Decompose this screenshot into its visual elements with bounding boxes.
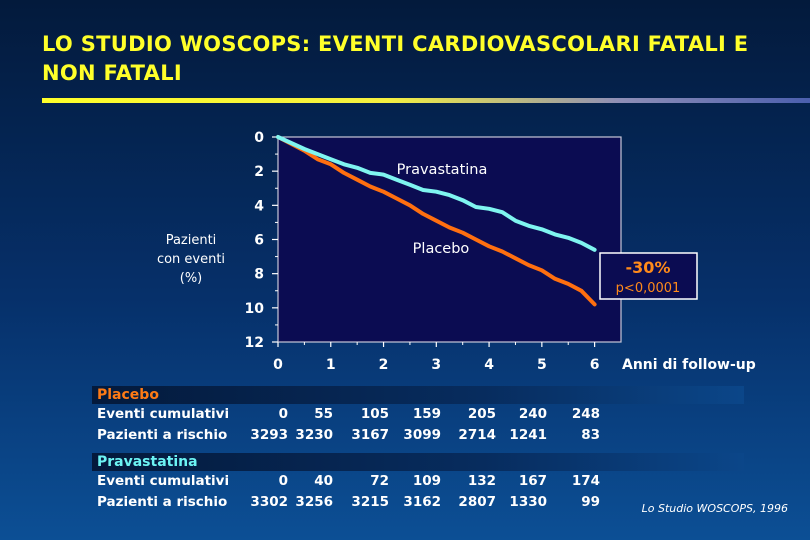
- table-cell: 3215: [351, 493, 389, 510]
- table-cell: 3293: [250, 426, 288, 443]
- table-cell: 105: [360, 406, 389, 422]
- row-label: Eventi cumulativi: [97, 473, 230, 489]
- table-cell: 3099: [403, 426, 441, 443]
- x-tick-label: 0: [273, 357, 283, 373]
- y-axis-label: Pazienti con eventi (%): [157, 233, 225, 286]
- risk-reduction-label: -30%: [626, 258, 671, 277]
- table-cell: 99: [581, 493, 600, 510]
- y-tick-label: 8: [254, 267, 264, 283]
- x-axis: 0 1 2 3 4 5 6: [273, 342, 599, 373]
- row-label: Pazienti a rischio: [97, 493, 228, 510]
- y-tick-label: 10: [245, 301, 265, 317]
- table-cell: 40: [314, 473, 333, 489]
- group-header-pravastatina: Pravastatina: [92, 453, 744, 471]
- row-label: Eventi cumulativi: [97, 406, 230, 422]
- x-tick-label: 3: [431, 357, 441, 373]
- table-cell: 240: [518, 406, 547, 422]
- series-line-pravastatina: [276, 135, 597, 252]
- table-cell: 55: [314, 406, 333, 422]
- table-cell: 2807: [458, 493, 496, 510]
- x-axis-label: Anni di follow-up: [622, 357, 756, 373]
- x-tick-label: 4: [484, 357, 494, 373]
- risk-table: Placebo Eventi cumulativi 0 55 105 159 2…: [92, 386, 744, 512]
- table-cell: 167: [518, 473, 547, 489]
- result-box: -30% p<0,0001: [599, 252, 698, 300]
- title-underline: [42, 98, 810, 103]
- y-axis: 0 2 4 6 8 10 12: [245, 130, 278, 351]
- table-cell: 0: [278, 473, 288, 489]
- series-label-pravastatina: Pravastatina: [397, 162, 488, 178]
- table-cell: 159: [412, 406, 441, 422]
- series-layer: Placebo Pravastatina: [276, 135, 597, 307]
- series-label-placebo: Placebo: [413, 241, 470, 257]
- y-axis-label-line: con eventi: [157, 252, 225, 267]
- source-citation: Lo Studio WOSCOPS, 1996: [641, 502, 788, 515]
- table-cell: 3230: [295, 426, 333, 443]
- x-tick-label: 1: [326, 357, 336, 373]
- row-label: Pazienti a rischio: [97, 426, 228, 443]
- table-cell: 132: [467, 473, 496, 489]
- table-row: Pazienti a rischio 3302 3256 3215 3162 2…: [92, 492, 744, 513]
- plot-area: [277, 136, 622, 343]
- x-tick-label: 6: [590, 357, 600, 373]
- series-line-placebo: [276, 135, 597, 307]
- table-cell: 1241: [509, 426, 547, 443]
- table-cell: 248: [571, 406, 600, 422]
- table-row: Eventi cumulativi 0 40 72 109 132 167 17…: [92, 471, 744, 492]
- x-tick-label: 5: [537, 357, 547, 373]
- x-tick-label: 2: [379, 357, 389, 373]
- table-cell: 0: [278, 406, 288, 422]
- table-cell: 109: [412, 473, 441, 489]
- table-cell: 1330: [509, 493, 547, 510]
- table-cell: 3167: [351, 426, 389, 443]
- table-cell: 83: [581, 426, 600, 443]
- table-cell: 3162: [403, 493, 441, 510]
- y-tick-label: 2: [254, 164, 264, 180]
- y-tick-label: 6: [254, 233, 264, 249]
- y-axis-label-line: (%): [180, 271, 203, 286]
- y-tick-label: 0: [254, 130, 264, 146]
- y-tick-label: 12: [245, 335, 264, 351]
- table-cell: 3302: [250, 493, 288, 510]
- y-tick-label: 4: [254, 198, 264, 214]
- table-cell: 72: [370, 473, 389, 489]
- table-cell: 3256: [295, 493, 333, 510]
- slide-title: LO STUDIO WOSCOPS: EVENTI CARDIOVASCOLAR…: [42, 32, 749, 85]
- group-header-placebo: Placebo: [92, 386, 744, 404]
- table-row: Pazienti a rischio 3293 3230 3167 3099 2…: [92, 425, 744, 446]
- table-cell: 174: [571, 473, 600, 489]
- table-row: Eventi cumulativi 0 55 105 159 205 240 2…: [92, 404, 744, 425]
- table-cell: 2714: [458, 426, 496, 443]
- p-value-label: p<0,0001: [616, 281, 681, 296]
- y-axis-label-line: Pazienti: [166, 233, 217, 248]
- table-cell: 205: [467, 406, 496, 422]
